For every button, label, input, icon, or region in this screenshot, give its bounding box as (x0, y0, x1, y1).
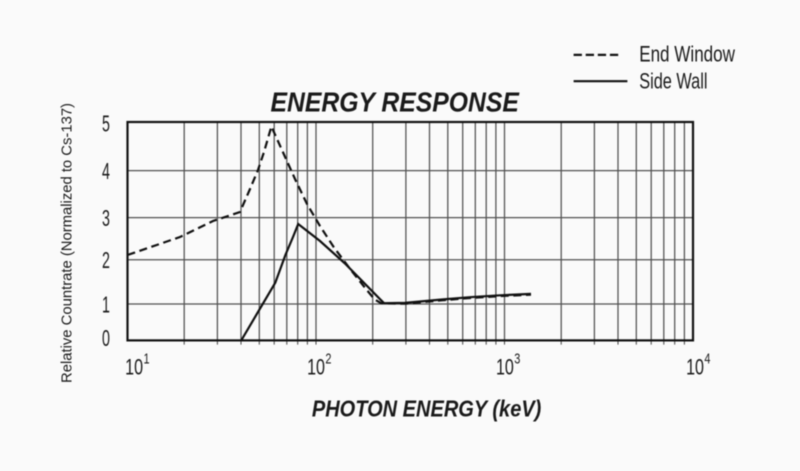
svg-text:3: 3 (514, 350, 520, 367)
svg-text:4: 4 (102, 160, 110, 185)
svg-text:2: 2 (102, 249, 110, 274)
svg-text:10: 10 (125, 356, 143, 380)
svg-text:1: 1 (102, 293, 110, 318)
svg-text:2: 2 (325, 350, 331, 367)
svg-text:3: 3 (102, 207, 110, 232)
svg-text:PHOTON ENERGY (keV): PHOTON ENERGY (keV) (312, 396, 542, 422)
svg-text:Relative Countrate (Normalized: Relative Countrate (Normalized to Cs-137… (59, 103, 76, 383)
svg-text:10: 10 (496, 356, 514, 380)
svg-text:0: 0 (102, 327, 110, 352)
svg-text:10: 10 (686, 356, 704, 380)
svg-text:5: 5 (102, 112, 110, 137)
svg-text:Side Wall: Side Wall (639, 69, 707, 94)
svg-text:10: 10 (307, 356, 325, 380)
svg-text:4: 4 (704, 350, 710, 367)
svg-text:ENERGY RESPONSE: ENERGY RESPONSE (270, 86, 520, 117)
svg-text:1: 1 (144, 350, 150, 367)
svg-text:End Window: End Window (639, 42, 735, 67)
